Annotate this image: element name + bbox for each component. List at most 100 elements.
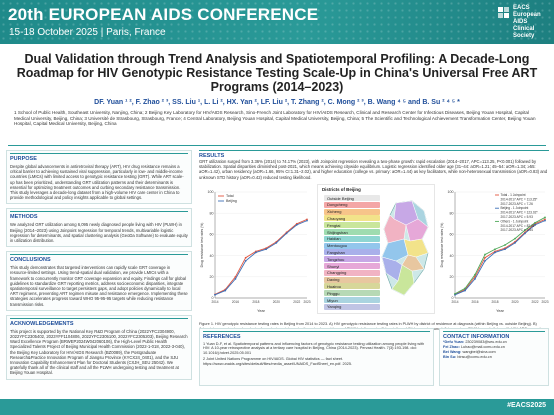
x-tick-label: 2014 [451,300,458,304]
contact-heading: CONTACT INFORMATION [443,331,545,340]
legend-label: 2017-2023 APC = 9.44 [501,228,534,232]
purpose-section: PURPOSE Despite global advancements in a… [6,150,192,205]
data-point [234,278,237,280]
x-tick-label: 2023 [541,300,548,304]
contact-name: Bin Su: [443,355,457,359]
district-legend-item: Pinggu [324,290,380,297]
conclusions-section: CONCLUSIONS This study demonstrates that… [6,251,192,311]
conference-banner: 20th EUROPEAN AIDS CONFERENCE 15-18 Octo… [0,0,554,44]
district-legend-item: Mentougou [324,242,380,249]
methods-heading: METHODS [10,211,188,220]
contact-email[interactable]: wangbei@sina.com [462,350,496,354]
series-line [454,220,546,296]
legend-label: Total - 1 Joinpoint [501,193,526,197]
district-legend-item: Yanqing [324,303,380,310]
district-label: Shijingshan [327,229,348,235]
data-point [504,244,506,246]
data-point [464,289,466,292]
conclusions-heading: CONCLUSIONS [10,254,188,263]
district-legend-item: Tongzhou [324,256,380,263]
acknowledgements-heading: ACKNOWLEDGEMENTS [10,317,188,327]
acknowledgements-body: This project is supported by the Nationa… [10,328,188,376]
contact-item: Bei Wang: wangbei@sina.com [443,350,545,355]
legend-label: 2014-2017 APC = 123.02* [501,211,539,215]
district-label: Huairou [327,283,342,289]
district-legend-item: Huairou [324,283,380,290]
acknowledgements-section: ACKNOWLEDGEMENTS This project is support… [6,314,192,380]
data-point [474,273,476,276]
data-point [275,241,278,244]
contact-email[interactable]: Luhao@mail.ccmu.edu.cn [460,345,505,349]
legend-label: Beijing - 1 Joinpoint [501,206,529,210]
conference-title: 20th EUROPEAN AIDS CONFERENCE [8,5,319,24]
district-legend-item: Dongcheng [324,201,380,208]
district-label: Tongzhou [327,256,345,262]
district-label: Miyun [327,297,338,303]
logo-line: European [513,12,541,18]
x-tick-label: 2022 [293,300,300,304]
district-label: Haidian [327,236,341,242]
x-tick-label: 2018 [252,300,259,304]
district-label: Dongcheng [327,202,348,208]
district-legend-item: Daxing [324,276,380,283]
contact-name: Bei Wang: [443,350,462,354]
data-point [285,232,288,235]
y-tick-label: 100 [208,190,214,194]
purpose-body: Despite global advancements in antiretro… [10,164,184,201]
y-axis-label: Drug resistance test rates (%) [440,223,444,268]
data-point [504,248,506,251]
y-tick-label: 40 [450,254,454,258]
contact-email[interactable]: binsu@ccmu.edu.cn [457,355,492,359]
data-point [514,237,516,240]
results-body: GRT utilization surged from 3.36% (2014)… [199,159,548,180]
data-point [484,260,486,262]
district-legend-item: Fengtai [324,222,380,229]
chart-panel-b: 0 20 40 60 80 100 2014 2016 2018 2020 2022 2023 Year… [439,184,549,314]
left-column: PURPOSE Despite global advancements in a… [6,150,192,388]
district-legend-item: Chaoyang [324,215,380,222]
district-legend-item: Shunyi [324,263,380,269]
right-column: RESULTS GRT utilization surged from 3.36… [199,150,549,388]
data-point [464,287,466,290]
y-tick-label: 100 [448,190,454,194]
x-tick-label: 2022 [531,300,538,304]
y-tick-label: 80 [450,211,454,215]
district-legend-item: Xicheng [324,208,380,215]
district-legend-item: Miyun [324,297,380,303]
contact-email[interactable]: 230239083@seu.edu.cn [465,340,507,344]
reference-item: 1 Yuan D-F, et al. Spatiotemporal patter… [203,341,425,356]
data-point [524,232,526,235]
data-point [494,251,496,254]
district-label: Outside Beijing [327,195,354,201]
x-tick-label: 2016 [471,300,478,304]
data-point [214,293,216,296]
conference-dates: 15-18 October 2025 | Paris, France [9,27,166,38]
district-label: Xicheng [327,209,342,215]
contact-name: *Defu Yuan: [443,340,465,344]
data-point [484,253,486,256]
methods-body: We analyzed GRT utilization among 6,095 … [10,222,188,244]
results-heading: RESULTS [199,150,549,159]
y-tick-label: 80 [210,211,214,215]
district-legend-item: Changping [324,269,380,276]
y-tick-label: 0 [452,296,454,300]
district-label: Daxing [327,277,340,283]
footer-hashtag: #EACS2025 [507,402,546,409]
district-label: Chaoyang [327,215,346,221]
y-tick-label: 0 [212,296,214,300]
legend-label: 2014-2017 APC = 113.25* [501,197,539,201]
x-tick-label: 2016 [232,300,239,304]
beijing-district-map: Districts of Beijing Outside Beijing Dong… [317,184,435,314]
logo-line: Society [513,33,535,39]
eacs-logo: EACS European AIDS Clinical Society [498,4,546,40]
logo-line: AIDS [513,19,528,25]
data-point [494,248,496,251]
data-point [224,289,227,292]
series-line [214,218,308,295]
author-list: DF. Yuan ¹ ², F. Zhao ² ³, SS. Liu ¹, L.… [94,99,460,106]
references-heading: REFERENCES [203,331,430,340]
data-point [306,218,308,221]
y-tick-label: 20 [450,275,454,279]
legend-label: 2017-2023 APC = 7.26 [501,202,534,206]
district-label: Mentougou [327,243,348,249]
